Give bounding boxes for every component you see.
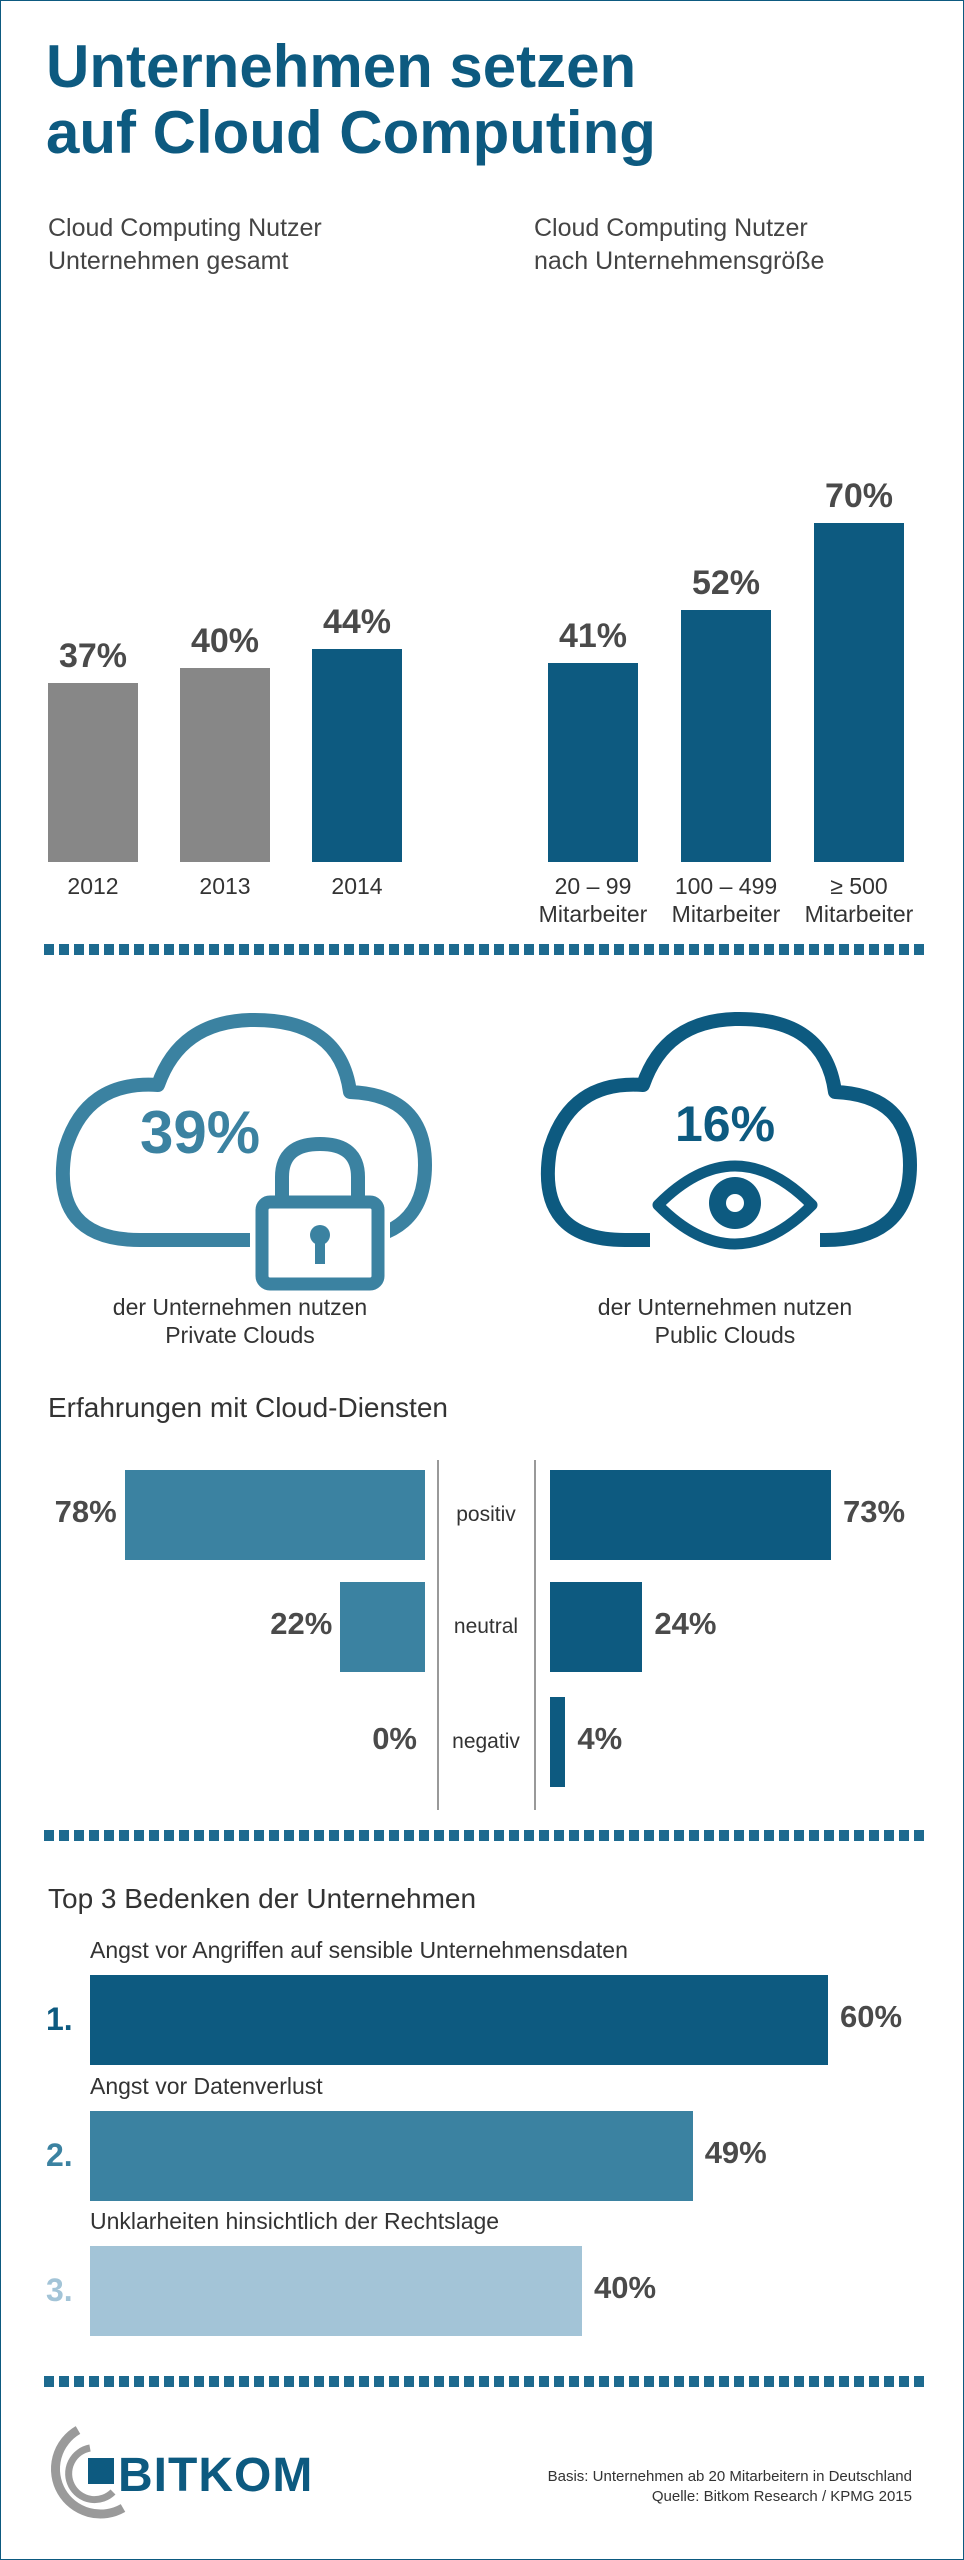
chart2-title-line1: Cloud Computing Nutzer [534, 214, 808, 242]
chart2-title-line2: nach Unternehmensgröße [534, 247, 825, 275]
x-tick-label-line: ≥ 500 [830, 873, 888, 899]
private-cloud-caption-line2: Private Clouds [165, 1322, 315, 1348]
concern-label: Angst vor Datenverlust [90, 2073, 323, 2099]
rank-label: 2. [46, 2137, 73, 2173]
public-cloud-caption-line1: der Unternehmen nutzen [597, 1294, 853, 1320]
axis-line-left [437, 1460, 439, 1810]
footnote: Basis: Unternehmen ab 20 Mitarbeitern in… [430, 2467, 912, 2507]
bar [681, 609, 771, 862]
bar-value-label: 70% [824, 476, 894, 515]
public-cloud-icon [540, 1011, 917, 1247]
x-tick-label-line: Mitarbeiter [538, 901, 648, 927]
bar-value-label: 60% [840, 1999, 903, 2034]
bar [90, 2246, 582, 2336]
x-tick-label-line: Mitarbeiter [671, 901, 781, 927]
chart3-title: Erfahrungen mit Cloud-Diensten [48, 1392, 448, 1423]
lock-icon [255, 1136, 385, 1291]
bar-value-label: 40% [190, 622, 260, 660]
x-tick-label: ≥ 500 Mitarbeiter [789, 872, 929, 928]
bar [180, 668, 270, 862]
x-tick-label: 2012 [23, 872, 163, 900]
lock-icon-backdrop [250, 1132, 390, 1292]
x-tick-label-line: 2012 [67, 873, 119, 899]
bar [48, 682, 138, 862]
bar-value-label: 41% [558, 617, 628, 656]
chart2-title: Cloud Computing Nutzer nach Unternehmens… [534, 212, 934, 278]
bitkom-logo: BITKOM [38, 2420, 338, 2520]
section-divider [44, 944, 926, 955]
bar [814, 522, 904, 862]
page-title: Unternehmen setzen auf Cloud Computing [46, 34, 926, 166]
bar-left [124, 1470, 425, 1560]
private-cloud-block: 39% [40, 1000, 440, 1300]
section-divider-3 [44, 2376, 926, 2387]
public-cloud-caption: der Unternehmen nutzen Public Clouds [525, 1293, 925, 1349]
chart1-title-line1: Cloud Computing Nutzer [48, 214, 322, 242]
x-tick-label-line: Mitarbeiter [804, 901, 914, 927]
private-cloud-value: 39% [139, 1099, 261, 1166]
concern-label: Angst vor Angriffen auf sensible Unterne… [90, 1937, 628, 1963]
x-tick-label-line: 100 – 499 [674, 873, 778, 899]
bar-value-label: 49% [704, 2135, 767, 2170]
section-divider-2 [44, 1830, 926, 1841]
x-tick-label: 20 – 99 Mitarbeiter [523, 872, 663, 928]
footnote-source: Quelle: Bitkom Research / KPMG 2015 [651, 2488, 912, 2505]
category-label: neutral [453, 1615, 519, 1638]
category-label: negativ [452, 1730, 520, 1753]
bar [548, 663, 638, 862]
bar-right [550, 1697, 566, 1787]
chart4-title: Top 3 Bedenken der Unternehmen [48, 1883, 477, 1914]
bar-value-label: 40% [594, 2270, 657, 2305]
bitkom-logo-text: BITKOM [118, 2449, 314, 2502]
bar-value-label-left: 22% [270, 1606, 333, 1641]
bar-right [550, 1470, 832, 1560]
bar [312, 648, 402, 862]
bar-left [340, 1582, 425, 1672]
public-cloud-block: 16% [525, 995, 925, 1295]
private-cloud-caption-line1: der Unternehmen nutzen [112, 1294, 368, 1320]
private-cloud-icon [55, 1012, 432, 1247]
concern-label: Unklarheiten hinsichtlich der Rechtslage [90, 2208, 500, 2234]
chart1-title-line2: Unternehmen gesamt [48, 247, 289, 275]
bar-value-label: 44% [322, 602, 392, 641]
x-tick-label-line: 2014 [331, 873, 383, 899]
private-cloud-caption: der Unternehmen nutzen Private Clouds [40, 1293, 440, 1349]
bar [90, 2111, 693, 2201]
rank-label: 3. [46, 2272, 73, 2308]
bar-right [550, 1582, 643, 1672]
public-cloud-caption-line2: Public Clouds [654, 1322, 796, 1348]
bar [90, 1975, 828, 2065]
x-tick-label-line: 20 – 99 [554, 873, 632, 899]
category-label: positiv [456, 1503, 516, 1526]
x-tick-label: 100 – 499 Mitarbeiter [656, 872, 796, 928]
bar-value-label-left: 0% [372, 1721, 417, 1756]
bar-value-label-right: 73% [843, 1494, 906, 1529]
bar-value-label: 52% [691, 563, 761, 602]
x-tick-label: 2014 [287, 872, 427, 900]
bar-value-label-right: 24% [654, 1606, 717, 1641]
bitkom-logo-mark [51, 2426, 126, 2519]
x-tick-label-line: 2013 [199, 873, 251, 899]
bar-value-label-left: 78% [54, 1494, 117, 1529]
bar-value-label: 37% [58, 636, 128, 675]
x-tick-label: 2013 [155, 872, 295, 900]
footnote-basis: Basis: Unternehmen ab 20 Mitarbeitern in… [547, 2468, 912, 2485]
public-cloud-value: 16% [674, 1096, 776, 1152]
eye-icon [652, 1160, 818, 1250]
title-line-1: Unternehmen setzen [46, 33, 637, 100]
chart1-title: Cloud Computing Nutzer Unternehmen gesam… [48, 212, 448, 278]
title-line-2: auf Cloud Computing [46, 99, 656, 166]
bar-value-label-right: 4% [577, 1721, 623, 1756]
rank-label: 1. [46, 2001, 73, 2037]
axis-line-right [534, 1460, 536, 1810]
